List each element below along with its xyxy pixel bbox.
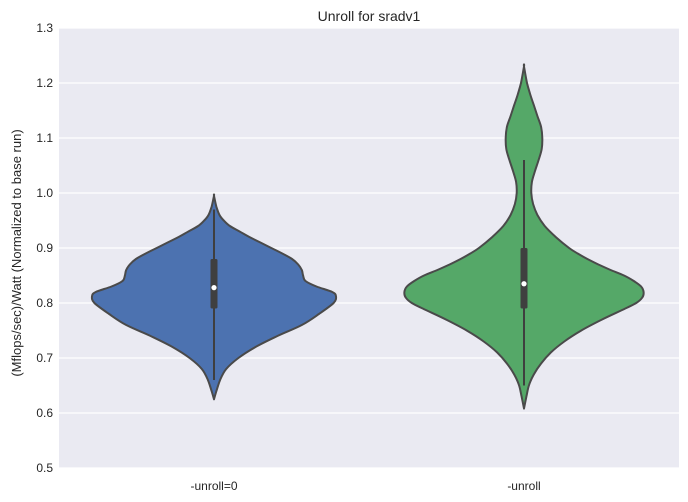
chart-title: Unroll for sradv1 (318, 8, 421, 24)
y-tick-label: 0.6 (36, 406, 53, 420)
y-tick-label: 1.3 (36, 21, 53, 35)
x-tick-labels: -unroll=0 -unroll (190, 479, 540, 493)
y-tick-label: 0.9 (36, 241, 53, 255)
y-tick-labels: 0.5 0.6 0.7 0.8 0.9 1.0 1.1 1.2 1.3 (36, 21, 53, 475)
y-axis-label: (Mflops/sec)/Watt (Normalized to base ru… (9, 129, 24, 376)
y-tick-label: 0.8 (36, 296, 53, 310)
y-tick-label: 1.2 (36, 76, 53, 90)
x-tick-label: -unroll=0 (190, 479, 237, 493)
violins (90, 63, 645, 410)
violin-iqr-box (210, 259, 218, 309)
y-tick-label: 1.0 (36, 186, 53, 200)
violin-median-point (521, 281, 527, 287)
violin-iqr-box (520, 248, 528, 309)
x-tick-label: -unroll (507, 479, 540, 493)
y-tick-label: 1.1 (36, 131, 53, 145)
y-tick-label: 0.7 (36, 351, 53, 365)
y-tick-label: 0.5 (36, 461, 53, 475)
violin-median-point (211, 285, 217, 291)
